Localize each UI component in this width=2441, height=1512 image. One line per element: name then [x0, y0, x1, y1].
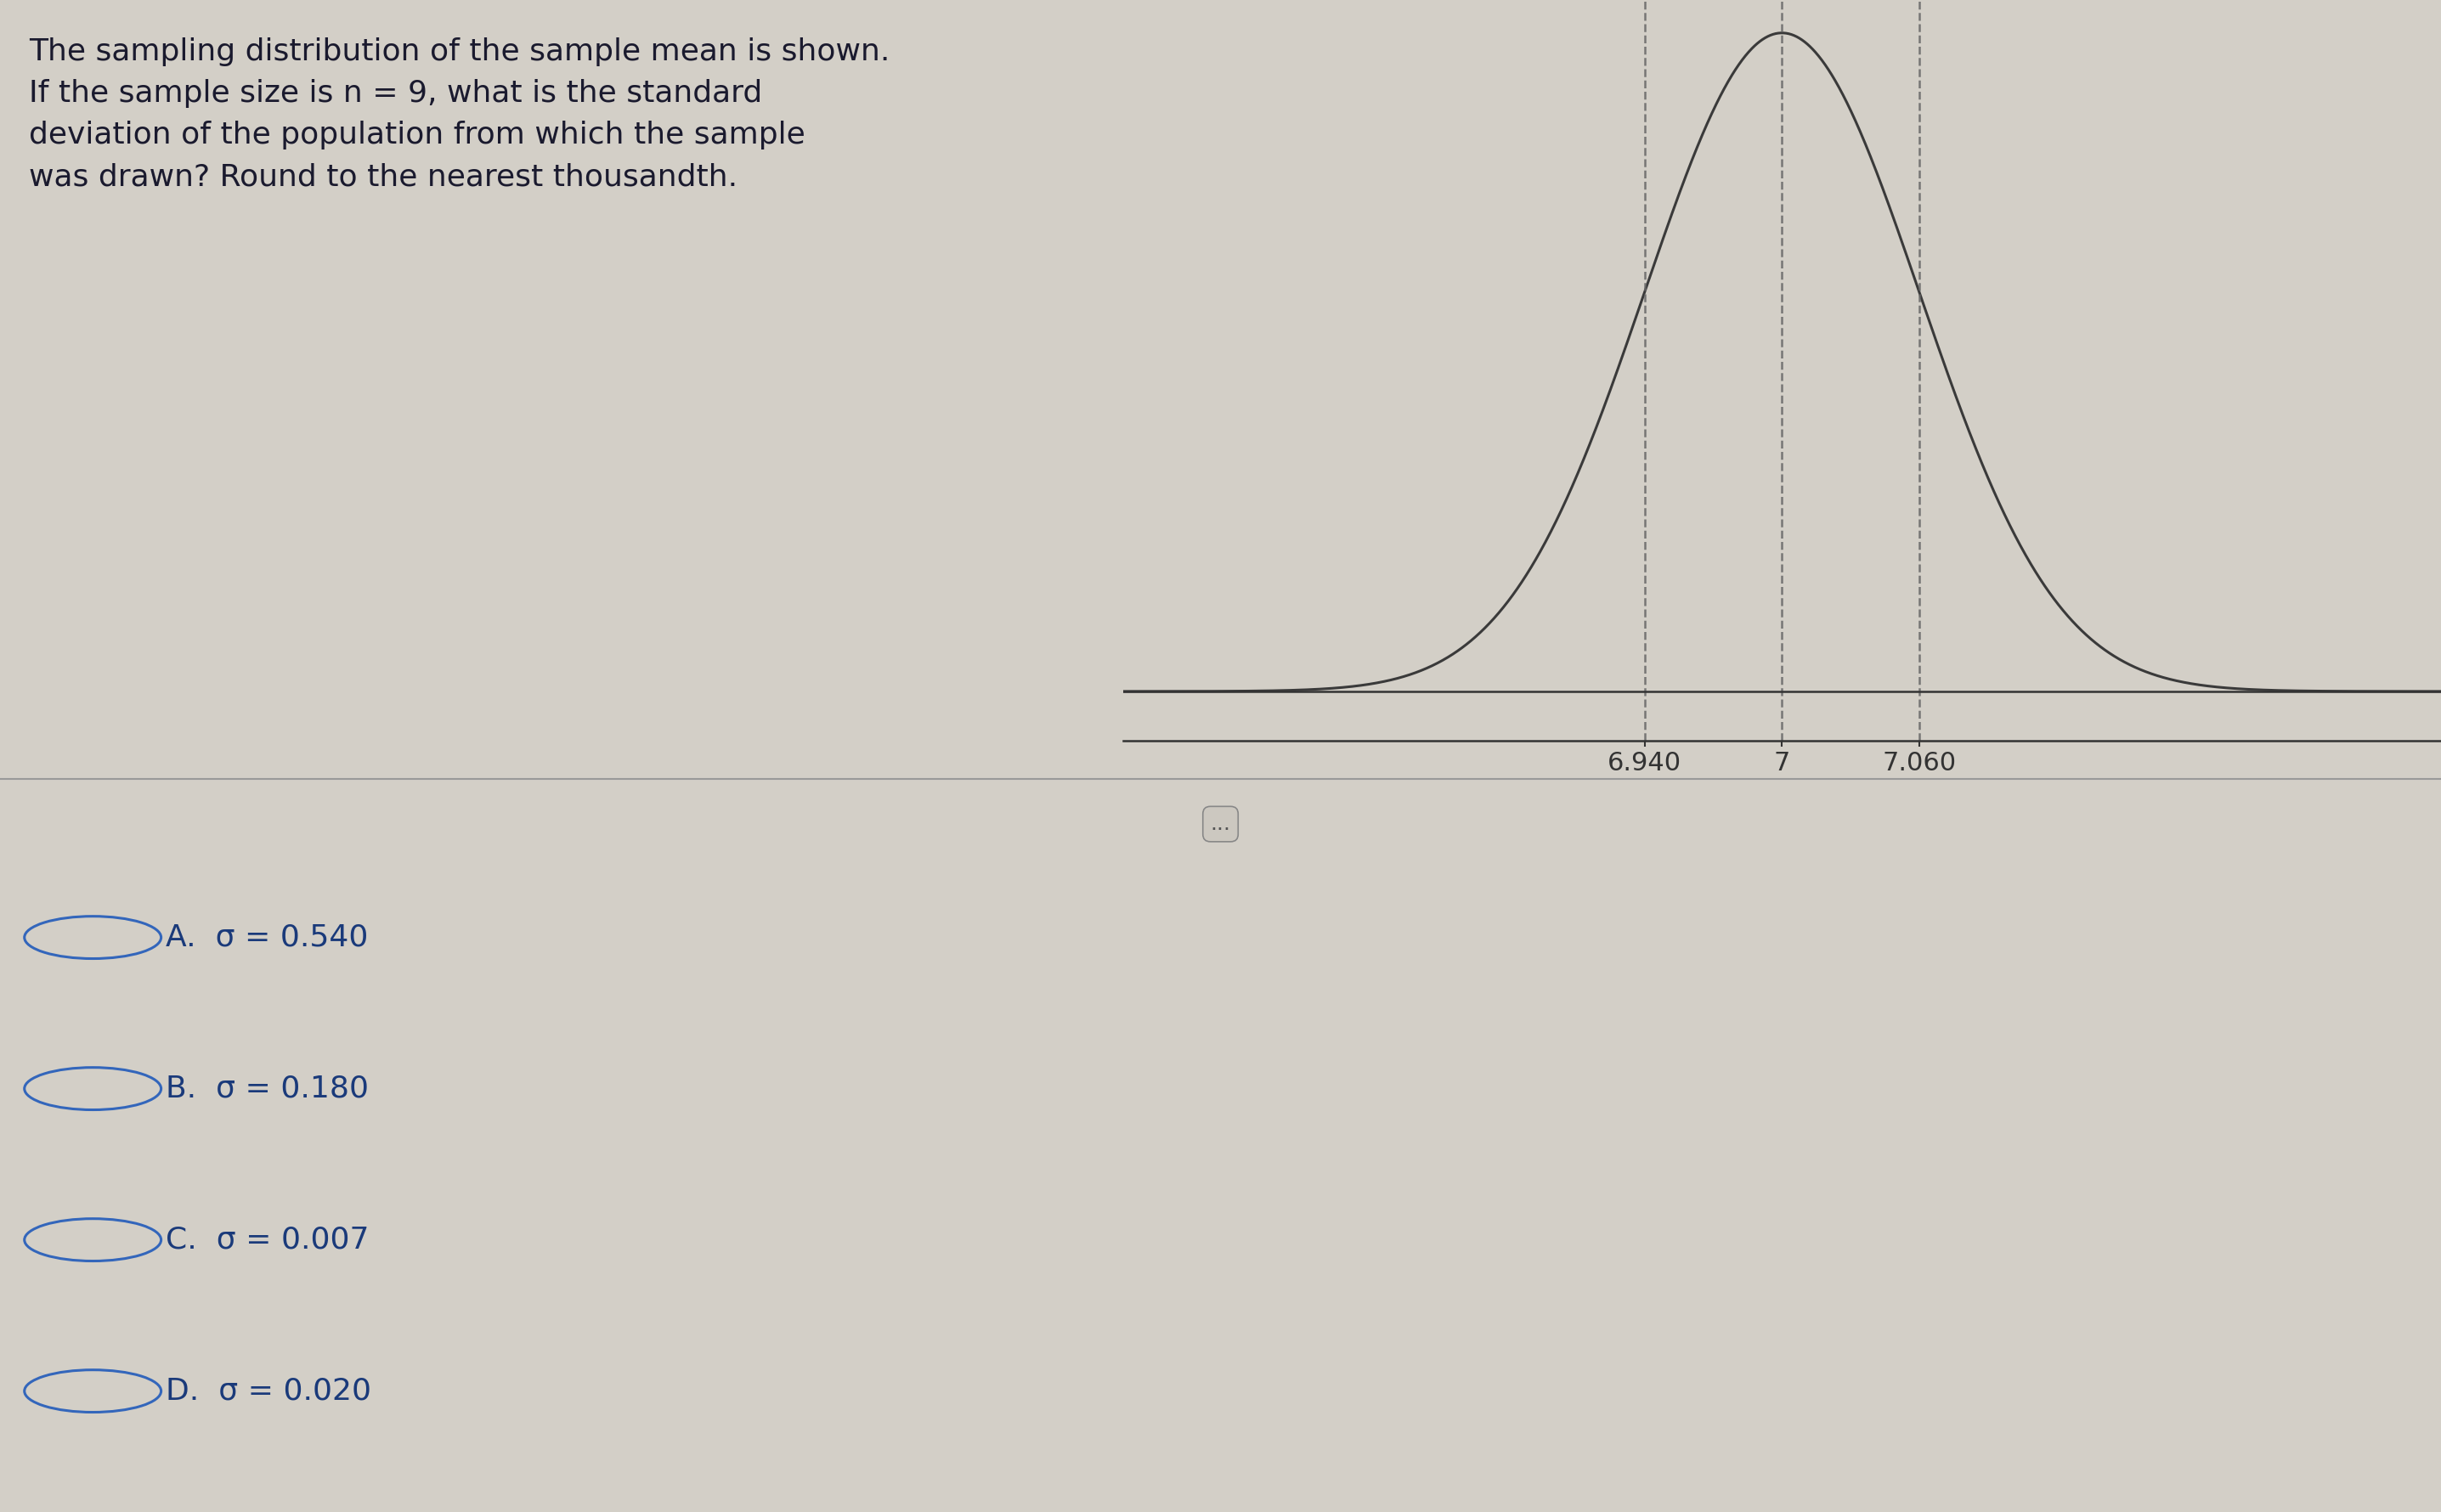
Text: The sampling distribution of the sample mean is shown.
If the sample size is n =: The sampling distribution of the sample … [29, 38, 891, 191]
Text: A.  σ = 0.540: A. σ = 0.540 [166, 922, 369, 953]
Text: ...: ... [1211, 813, 1230, 835]
Text: B.  σ = 0.180: B. σ = 0.180 [166, 1074, 369, 1104]
Text: D.  σ = 0.020: D. σ = 0.020 [166, 1376, 371, 1406]
Text: C.  σ = 0.007: C. σ = 0.007 [166, 1225, 369, 1255]
